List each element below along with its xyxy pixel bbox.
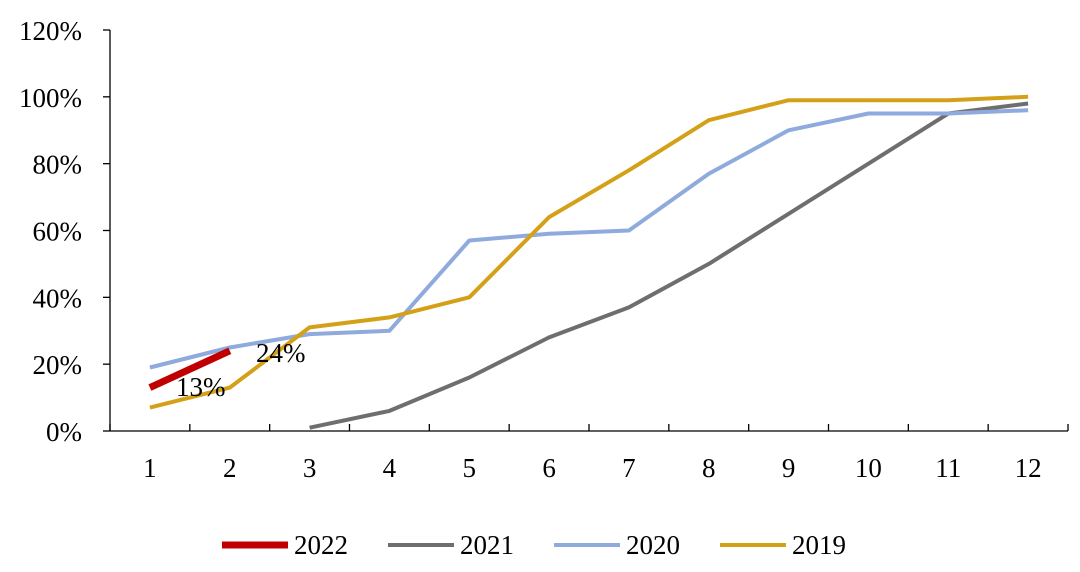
legend-label-2020: 2020: [626, 530, 680, 560]
chart-axes: [103, 29, 1069, 432]
y-axis-tick-label: 60%: [33, 217, 83, 247]
chart-legend: 2022 2021 2020 2019: [222, 530, 846, 560]
series-line-2019: [149, 94, 1029, 410]
series-lines: [148, 94, 1029, 430]
y-axis-tick-labels: 0% 20% 40% 60% 80% 100% 120%: [19, 16, 82, 447]
data-label-2022-1: 13%: [176, 372, 226, 402]
x-axis-tick-label: 12: [1015, 453, 1042, 483]
x-axis-tick-label: 1: [143, 453, 157, 483]
x-axis-tick-label: 4: [383, 453, 397, 483]
data-labels: 13% 24%: [176, 338, 306, 402]
x-axis-tick-label: 3: [303, 453, 317, 483]
y-axis-tick-label: 40%: [33, 283, 83, 313]
x-axis-tick-labels: 1 2 3 4 5 6 7 8 9 10 11 12: [143, 453, 1041, 483]
y-axis-tick-label: 120%: [19, 16, 82, 46]
x-axis-tick-label: 5: [463, 453, 477, 483]
x-axis-tick-label: 6: [542, 453, 556, 483]
legend-label-2019: 2019: [792, 530, 846, 560]
x-axis-tick-label: 9: [782, 453, 796, 483]
legend-label-2022: 2022: [294, 530, 348, 560]
data-label-2022-2: 24%: [256, 338, 306, 368]
y-axis-tick-label: 20%: [33, 350, 83, 380]
x-axis-tick-label: 8: [702, 453, 716, 483]
y-axis-tick-label: 100%: [19, 83, 82, 113]
x-axis-tick-label: 11: [935, 453, 961, 483]
x-axis-tick-label: 7: [622, 453, 636, 483]
x-axis-tick-label: 10: [855, 453, 882, 483]
y-axis-tick-label: 80%: [33, 150, 83, 180]
series-line-2022: [148, 347, 232, 391]
series-line-2021: [309, 101, 1029, 430]
legend-label-2021: 2021: [460, 530, 514, 560]
x-axis-tick-label: 2: [223, 453, 237, 483]
series-line-2020: [149, 108, 1029, 370]
y-axis-tick-label: 0%: [46, 417, 82, 447]
